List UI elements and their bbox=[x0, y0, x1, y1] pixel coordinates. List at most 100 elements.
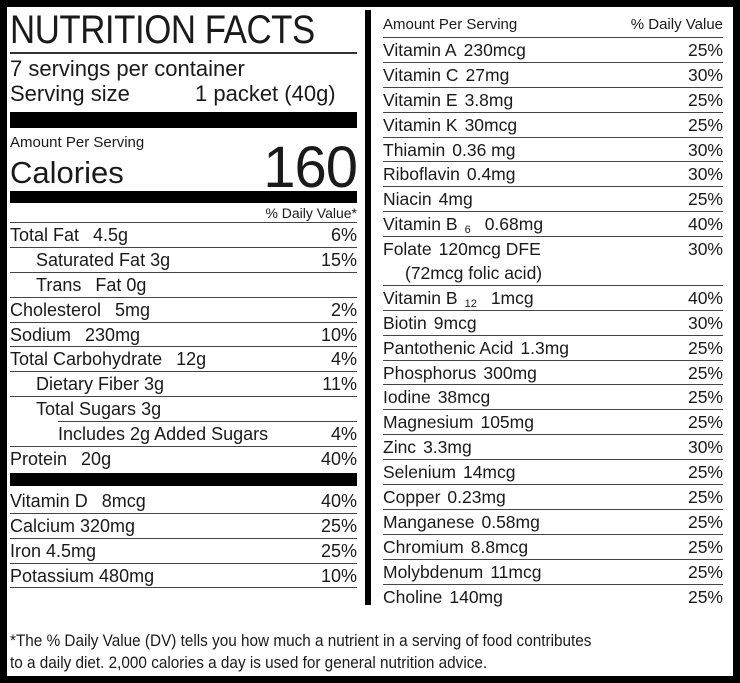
footnote-line-2: to a daily diet. 2,000 calories a day is… bbox=[10, 653, 488, 672]
nutrient-text: Sodium 230mg bbox=[10, 323, 140, 347]
nutrient-name: Phosphorus bbox=[383, 362, 477, 383]
nutrient-daily-value: 25% bbox=[687, 412, 723, 433]
nutrient-daily-value: 25% bbox=[687, 189, 723, 210]
separator-line bbox=[10, 222, 357, 223]
nutrient-text: Total Fat 4.5g bbox=[10, 223, 128, 247]
calories-label: Calories bbox=[10, 155, 124, 190]
nutrient-name: Dietary Fiber bbox=[36, 374, 140, 395]
nutrient-text: Magnesium 105mg bbox=[383, 410, 534, 434]
nutrient-daily-value: 25% bbox=[687, 387, 723, 408]
nutrient-row: Total Sugars 3g bbox=[10, 397, 357, 421]
nutrient-row: Vitamin A 230mcg 25% bbox=[383, 38, 723, 62]
nutrient-text: Vitamin E 3.8mg bbox=[383, 88, 513, 112]
nutrient-amount: 1.3mg bbox=[520, 337, 570, 358]
nutrient-text: Biotin 9mcg bbox=[383, 311, 477, 335]
nutrient-row: Magnesium 105mg 25% bbox=[383, 410, 723, 434]
separator-line bbox=[383, 459, 723, 461]
nutrient-second-line: (72mcg folic acid) bbox=[405, 263, 543, 284]
separator-line bbox=[383, 409, 723, 411]
nutrient-amount: 0.58mg bbox=[481, 511, 540, 532]
label-title: NUTRITION FACTS bbox=[10, 8, 315, 52]
serving-size-value: 1 packet (40g) bbox=[195, 81, 336, 106]
nutrient-daily-value: 25% bbox=[687, 337, 723, 358]
nutrient-row: Trans Fat 0g bbox=[10, 273, 357, 297]
separator-line bbox=[10, 271, 357, 273]
separator-line bbox=[383, 434, 723, 436]
nutrient-subscript: 6 bbox=[464, 224, 471, 237]
separator-line bbox=[383, 136, 723, 138]
nutrient-name: Total Sugars bbox=[36, 399, 137, 420]
nutrient-row: Vitamin C 27mg 30% bbox=[383, 63, 723, 87]
nutrient-row: Copper 0.23mg 25% bbox=[383, 485, 723, 509]
separator-line bbox=[10, 446, 357, 448]
nutrient-subscript: 12 bbox=[464, 297, 477, 310]
nutrient-row: Cholesterol 5mg 2% bbox=[10, 298, 357, 322]
nutrient-text: Iodine 38mcg bbox=[383, 385, 490, 409]
nutrient-name: Selenium bbox=[383, 462, 456, 483]
daily-value-header-left: % Daily Value* bbox=[265, 205, 357, 221]
column-divider bbox=[365, 10, 371, 605]
nutrient-daily-value: 15% bbox=[320, 249, 357, 270]
nutrient-name: Riboflavin bbox=[383, 164, 460, 185]
nutrient-daily-value: 11% bbox=[322, 374, 357, 395]
nutrient-text: Phosphorus 300mg bbox=[383, 361, 537, 385]
right-column-header: Amount Per Serving % Daily Value bbox=[383, 7, 723, 37]
left-column: NUTRITION FACTS 7 servings per container… bbox=[10, 7, 358, 589]
nutrient-text: Includes 2g Added Sugars bbox=[10, 422, 268, 446]
nutrient-daily-value: 25% bbox=[687, 40, 723, 60]
nutrient-name: Manganese bbox=[383, 511, 475, 532]
nutrient-amount: Fat 0g bbox=[95, 274, 147, 295]
footnote-line-1: *The % Daily Value (DV) tells you how mu… bbox=[10, 631, 592, 650]
nutrient-row: Vitamin K 30mcg 25% bbox=[383, 113, 723, 137]
nutrient-name: Sodium bbox=[10, 324, 72, 345]
nutrient-daily-value: 30% bbox=[687, 164, 723, 185]
separator-line bbox=[10, 296, 357, 298]
calories-value: 160 bbox=[263, 135, 358, 200]
nutrient-row: Niacin 4mg 25% bbox=[383, 187, 723, 211]
nutrient-name: Vitamin E bbox=[383, 89, 458, 110]
nutrient-name: Total Fat bbox=[10, 225, 80, 245]
nutrient-name: Vitamin B bbox=[383, 214, 458, 235]
nutrient-text: Cholesterol 5mg bbox=[10, 298, 150, 322]
nutrient-name: Vitamin A bbox=[383, 40, 457, 60]
nutrient-text: Trans Fat 0g bbox=[10, 273, 146, 297]
nutrient-text: Vitamin C 27mg bbox=[383, 63, 509, 87]
nutrient-daily-value: 25% bbox=[687, 536, 723, 557]
nutrient-daily-value: 25% bbox=[320, 515, 357, 536]
nutrient-daily-value: 25% bbox=[687, 462, 723, 483]
nutrient-name: Vitamin B bbox=[383, 287, 458, 308]
daily-value-header-right: % Daily Value bbox=[630, 16, 723, 33]
nutrient-row: Total Carbohydrate 12g 4% bbox=[10, 347, 357, 371]
nutrient-row: Calcium 320mg 25% bbox=[10, 514, 357, 538]
thick-bar bbox=[10, 112, 357, 128]
separator-line bbox=[383, 86, 723, 88]
nutrient-row: Thiamin 0.36 mg 30% bbox=[383, 138, 723, 162]
nutrient-row: Pantothenic Acid 1.3mg 25% bbox=[383, 336, 723, 360]
title-rule bbox=[10, 52, 357, 54]
nutrient-text: Vitamin K 30mcg bbox=[383, 113, 517, 137]
separator-line bbox=[383, 508, 723, 510]
nutrient-text: Molybdenum 11mcg bbox=[383, 560, 541, 584]
nutrient-text: Chromium 8.8mcg bbox=[383, 535, 528, 559]
nutrient-amount: 11mcg bbox=[490, 561, 542, 582]
nutrient-text: Zinc 3.3mg bbox=[383, 435, 472, 459]
nutrient-amount: 30mcg bbox=[464, 114, 518, 135]
nutrient-amount: 0.4mg bbox=[466, 164, 516, 185]
nutrient-name: Chromium bbox=[383, 536, 464, 557]
nutrient-daily-value: 30% bbox=[687, 312, 723, 333]
separator-line bbox=[383, 533, 723, 535]
nutrient-name: Cholesterol bbox=[10, 299, 102, 320]
nutrient-amount: 8.8mcg bbox=[470, 536, 529, 557]
separator-line bbox=[383, 236, 723, 238]
nutrient-amount: 1mcg bbox=[490, 287, 534, 308]
separator-line bbox=[383, 309, 723, 311]
nutrient-name: Includes 2g Added Sugars bbox=[58, 424, 269, 445]
nutrient-amount: 4.5g bbox=[93, 225, 129, 245]
nutrient-name: Pantothenic Acid bbox=[383, 337, 514, 358]
nutrient-daily-value: 10% bbox=[320, 324, 357, 345]
separator-line bbox=[383, 359, 723, 361]
nutrient-amount: 4.5mg bbox=[46, 540, 97, 561]
nutrient-row: Riboflavin 0.4mg 30% bbox=[383, 162, 723, 186]
separator-line bbox=[10, 371, 357, 373]
nutrient-name: Protein bbox=[10, 449, 68, 470]
